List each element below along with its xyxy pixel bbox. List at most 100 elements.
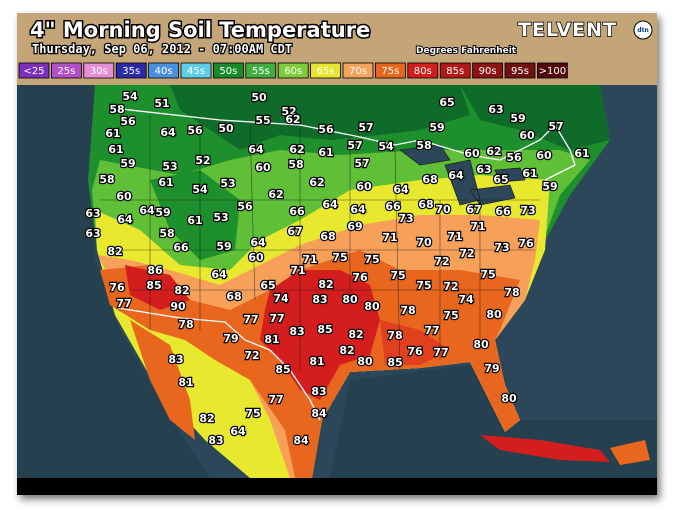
legend-label: 50s xyxy=(219,66,237,77)
station-value: 62 xyxy=(309,176,324,189)
legend-swatch xyxy=(537,62,568,79)
station-value: 75 xyxy=(480,268,495,281)
legend-label: 85s xyxy=(446,66,464,77)
station-value: 82 xyxy=(348,328,363,341)
legend-label: 95s xyxy=(511,66,529,77)
station-value: 77 xyxy=(269,312,284,325)
station-value: 62 xyxy=(486,145,501,158)
legend-label: 40s xyxy=(155,66,173,77)
station-value: 52 xyxy=(195,154,210,167)
legend-swatch xyxy=(310,62,342,79)
station-value: 61 xyxy=(158,176,173,189)
legend-label: 70s xyxy=(349,66,367,77)
station-value: 72 xyxy=(443,280,458,293)
station-value: 50 xyxy=(251,91,267,104)
station-value: 83 xyxy=(289,325,304,338)
station-value: 59 xyxy=(429,121,444,134)
station-value: 75 xyxy=(332,251,347,264)
station-value: 64 xyxy=(230,425,246,438)
station-value: 78 xyxy=(387,329,402,342)
station-value: 71 xyxy=(382,231,397,244)
map xyxy=(17,85,657,478)
legend-label: >100 xyxy=(539,66,566,77)
station-value: 59 xyxy=(155,206,170,219)
station-value: 76 xyxy=(407,345,423,358)
legend-swatch xyxy=(115,62,147,79)
station-value: 64 xyxy=(322,198,338,211)
station-value: 83 xyxy=(208,434,223,447)
legend-swatch xyxy=(180,62,212,79)
station-value: 85 xyxy=(275,363,290,376)
station-value: 56 xyxy=(120,115,136,128)
station-value: 69 xyxy=(347,220,362,233)
station-value: 54 xyxy=(192,183,208,196)
station-value: 50 xyxy=(218,122,234,135)
station-value: 74 xyxy=(273,292,289,305)
station-value: 53 xyxy=(162,160,177,173)
border-mexico xyxy=(117,307,321,421)
station-value: 64 xyxy=(448,169,464,182)
station-value: 82 xyxy=(318,278,333,291)
station-value: 83 xyxy=(312,293,327,306)
station-value: 67 xyxy=(466,203,481,216)
legend-label: 60s xyxy=(284,66,302,77)
subtitle: Thursday, Sep 06, 2012 - 07:00AM CDT xyxy=(32,42,292,56)
station-value: 58 xyxy=(416,139,431,152)
station-value: 61 xyxy=(318,146,333,159)
legend-label: 75s xyxy=(381,66,399,77)
station-value: 81 xyxy=(309,355,324,368)
legend-label: 45s xyxy=(187,66,205,77)
station-value: 54 xyxy=(378,140,394,153)
legend-swatch xyxy=(83,62,115,79)
station-value: 66 xyxy=(289,205,305,218)
station-value: 82 xyxy=(199,412,214,425)
station-value: 64 xyxy=(250,236,266,249)
station-value: 76 xyxy=(109,281,125,294)
station-value: 57 xyxy=(548,120,563,133)
station-value: 71 xyxy=(302,253,317,266)
station-value: 75 xyxy=(390,269,405,282)
station-value: 78 xyxy=(504,286,519,299)
station-value: 71 xyxy=(447,230,462,243)
legend-swatch xyxy=(342,62,374,79)
station-value: 52 xyxy=(281,105,296,118)
station-value: 75 xyxy=(364,253,379,266)
station-value: 62 xyxy=(268,188,283,201)
station-value: 60 xyxy=(248,251,264,264)
units: Degrees Fahrenheit xyxy=(416,46,517,56)
station-value: 54 xyxy=(122,90,138,103)
legend-label: 90s xyxy=(479,66,497,77)
station-value: 65 xyxy=(260,279,275,292)
legend-label: 65s xyxy=(317,66,335,77)
station-value: 83 xyxy=(168,353,183,366)
station-value: 56 xyxy=(506,151,522,164)
station-value: 80 xyxy=(473,338,489,351)
station-value: 84 xyxy=(293,434,309,447)
legend-label: 55s xyxy=(252,66,270,77)
station-value: 70 xyxy=(416,236,432,249)
station-value: 80 xyxy=(342,293,358,306)
station-value: 53 xyxy=(213,211,228,224)
station-value: 75 xyxy=(245,407,260,420)
station-value: 65 xyxy=(493,173,508,186)
station-value: 56 xyxy=(318,123,334,136)
station-value: 57 xyxy=(354,157,369,170)
station-value: 76 xyxy=(518,237,534,250)
station-value: 64 xyxy=(393,183,409,196)
station-value: 61 xyxy=(108,143,123,156)
station-value: 71 xyxy=(290,264,305,277)
station-value: 86 xyxy=(147,264,163,277)
station-value: 58 xyxy=(99,173,114,186)
brand: TELVENT xyxy=(518,19,617,41)
station-value: 53 xyxy=(220,177,235,190)
station-value: 75 xyxy=(416,279,431,292)
legend-swatch xyxy=(245,62,277,79)
station-value: 58 xyxy=(159,227,174,240)
station-value: 68 xyxy=(320,230,335,243)
station-value: 83 xyxy=(311,385,326,398)
station-value: 75 xyxy=(443,309,458,322)
station-value: 80 xyxy=(357,355,373,368)
station-value: 77 xyxy=(243,313,258,326)
